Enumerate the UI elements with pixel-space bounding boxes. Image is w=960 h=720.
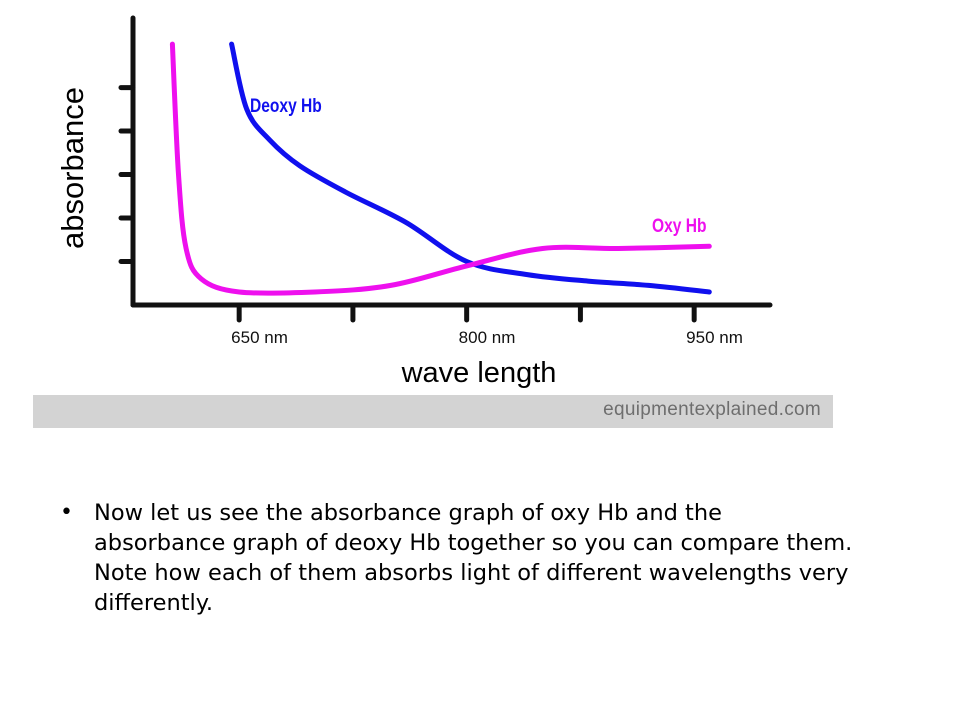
series-line-oxy-hb [169,41,712,296]
x-ticks: 650 nm 800 nm 950 nm [231,302,743,347]
y-axis-label: absorbance [55,87,90,249]
x-tick-label: 950 nm [686,328,743,347]
series-label-oxy-hb: Oxy Hb [652,215,707,237]
series-layer: Deoxy Hb Oxy Hb [169,41,712,296]
credit-bar: equipmentexplained.com [33,395,833,428]
x-axis-label: wave length [401,357,557,389]
absorbance-chart: 650 nm 800 nm 950 nm Deoxy Hb Oxy Hb absorb… [55,15,773,389]
credit-text: equipmentexplained.com [603,399,821,420]
bullet-dot-icon: • [60,500,73,525]
chart-axes [130,15,773,308]
x-tick-label: 800 nm [459,328,516,347]
series-label-deoxy-hb: Deoxy Hb [250,95,322,117]
bullet-item: • Now let us see the absorbance graph of… [60,498,860,618]
bullet-text: Now let us see the absorbance graph of o… [94,500,853,616]
y-ticks [118,85,136,265]
series-line-deoxy-hb [229,41,712,295]
x-tick-label: 650 nm [231,328,288,347]
